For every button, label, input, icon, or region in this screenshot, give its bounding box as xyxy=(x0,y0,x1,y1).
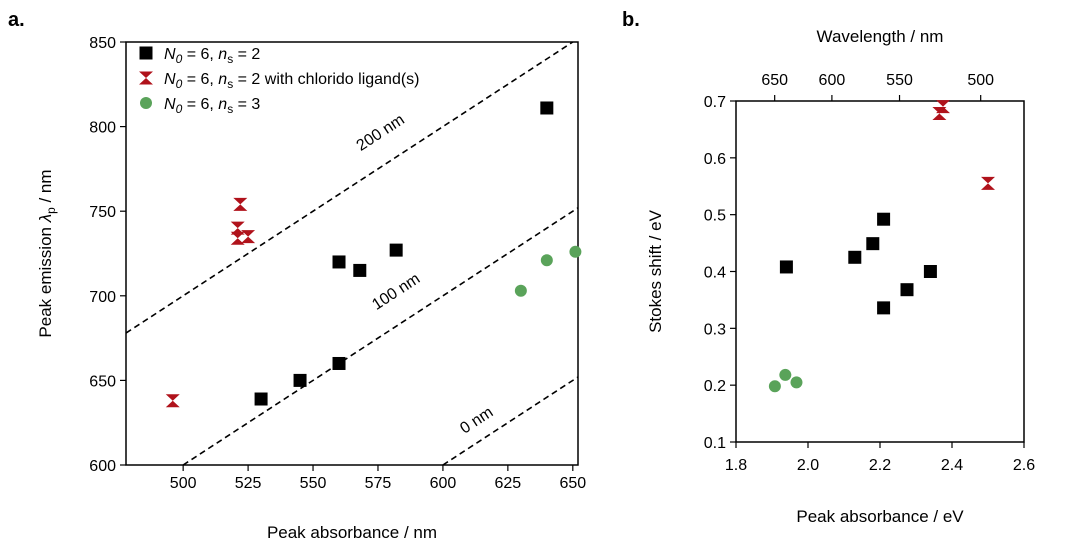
y-tick-label: 700 xyxy=(89,289,116,306)
x-tick-label: 650 xyxy=(559,475,586,492)
y-axis-title-a: Peak emission λp / nm xyxy=(36,169,58,337)
reference-line xyxy=(442,376,579,466)
data-point xyxy=(293,373,307,387)
y-tick-label: 600 xyxy=(89,458,116,475)
data-point xyxy=(389,243,403,257)
data-point xyxy=(779,260,793,274)
data-point xyxy=(900,283,914,297)
x-tick-label: 525 xyxy=(235,475,262,492)
axis-ticks-b: 1.8 2.0 2.2 2.4 2.6 0.1 0.2 0.3 0.4 0.5 0.6 0.7 650 6… xyxy=(704,72,1035,474)
x-tick-label: 550 xyxy=(300,475,327,492)
y-axis-title-b: Stokes shift / eV xyxy=(646,209,665,332)
panel-b: b. 1.8 2.0 2.2 2.4 2.6 0.1 0.2 0.3 0.4 0.5 0.6 0.7 6… xyxy=(622,9,1035,526)
data-points-b xyxy=(768,100,995,393)
data-points-a xyxy=(165,101,582,408)
data-point xyxy=(332,255,346,269)
x-tick-label: 625 xyxy=(495,475,522,492)
x-tick-label: 1.8 xyxy=(725,457,747,474)
x-tick-label: 2.6 xyxy=(1013,457,1035,474)
data-point xyxy=(353,263,367,277)
data-point xyxy=(230,221,245,235)
y-tick-label: 0.5 xyxy=(704,208,726,225)
legend-entry: N0 = 6, ns = 2 xyxy=(164,46,260,66)
top-x-tick-label: 500 xyxy=(967,72,994,89)
y-tick-label: 800 xyxy=(89,120,116,137)
reference-line xyxy=(125,41,574,334)
x-tick-label: 2.4 xyxy=(941,457,963,474)
y-tick-label: 850 xyxy=(89,35,116,52)
data-point xyxy=(540,254,553,267)
top-axis-title-b: Wavelength / nm xyxy=(817,27,944,46)
data-point xyxy=(514,284,527,297)
legend-marker xyxy=(140,97,152,109)
data-point xyxy=(233,197,248,211)
data-point xyxy=(332,356,346,370)
data-point xyxy=(230,231,245,245)
reference-line-label: 200 nm xyxy=(354,111,408,154)
top-x-tick-label: 600 xyxy=(819,72,846,89)
x-tick-label: 2.2 xyxy=(869,457,891,474)
data-point xyxy=(569,245,582,258)
y-tick-label: 750 xyxy=(89,204,116,221)
panel-b-label: b. xyxy=(622,9,640,31)
top-x-tick-label: 650 xyxy=(761,72,788,89)
panel-a-label: a. xyxy=(8,9,25,31)
axis-ticks-a: 500 525 550 575 600 625 650 600 650 700 750 800 850 xyxy=(89,35,586,492)
y-tick-label: 0.2 xyxy=(704,378,726,395)
data-point xyxy=(866,237,880,251)
data-point xyxy=(790,376,803,389)
legend-entry: N0 = 6, ns = 3 xyxy=(164,96,260,116)
x-tick-label: 600 xyxy=(430,475,457,492)
plot-frame-b xyxy=(735,100,1025,443)
data-point xyxy=(165,394,180,408)
x-axis-title-a: Peak absorbance / nm xyxy=(267,523,437,539)
y-tick-label: 0.1 xyxy=(704,435,726,452)
data-point xyxy=(779,368,792,381)
legend-marker xyxy=(139,71,153,85)
legend-entry: N0 = 6, ns = 2 with chlorido ligand(s) xyxy=(164,71,420,91)
panel-a: a. 0 nm 100 nm 200 nm 500 525 550 575 600 625 65… xyxy=(8,9,586,539)
reference-line-label: 100 nm xyxy=(369,270,423,313)
data-point xyxy=(768,380,781,393)
data-point xyxy=(936,100,950,114)
data-point xyxy=(981,176,995,190)
data-point xyxy=(254,392,268,406)
data-point xyxy=(241,230,256,244)
y-tick-label: 0.4 xyxy=(704,265,726,282)
data-point xyxy=(540,101,554,115)
x-tick-label: 500 xyxy=(170,475,197,492)
data-point xyxy=(923,265,937,278)
reference-line-label: 0 nm xyxy=(457,404,496,438)
x-tick-label: 2.0 xyxy=(797,457,819,474)
reference-line xyxy=(182,207,579,466)
y-tick-label: 650 xyxy=(89,373,116,390)
data-point xyxy=(877,212,891,226)
y-tick-label: 0.3 xyxy=(704,321,726,338)
data-point xyxy=(877,301,891,315)
y-tick-label: 0.7 xyxy=(704,94,726,111)
y-tick-label: 0.6 xyxy=(704,151,726,168)
legend: N0 = 6, ns = 2 N0 = 6, ns = 2 with chlori… xyxy=(139,46,420,116)
x-tick-label: 575 xyxy=(365,475,392,492)
legend-marker xyxy=(139,46,153,60)
top-x-tick-label: 550 xyxy=(886,72,913,89)
x-axis-title-b: Peak absorbance / eV xyxy=(796,507,964,526)
data-point xyxy=(848,250,862,264)
